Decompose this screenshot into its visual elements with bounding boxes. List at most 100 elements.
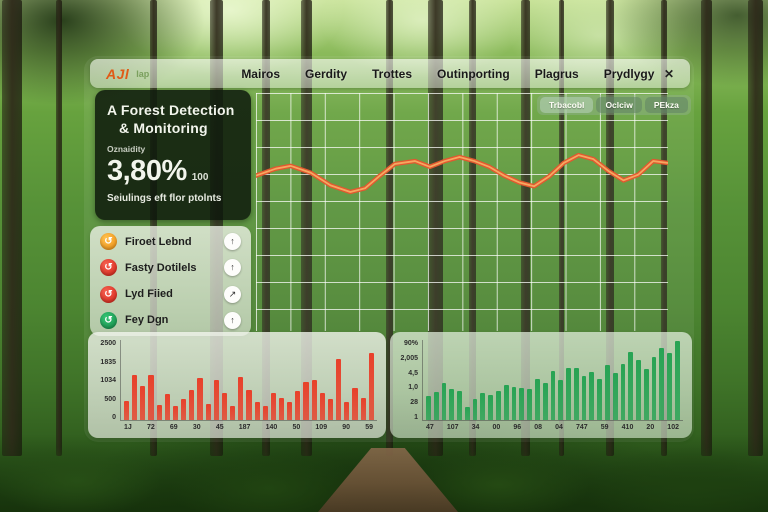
panel-title-line2: & Monitoring <box>119 120 208 137</box>
bar <box>651 357 657 420</box>
bar <box>550 370 556 420</box>
bar <box>604 365 610 420</box>
trend-line-chart <box>256 93 668 331</box>
tick-label: 04 <box>555 424 563 431</box>
app-logo-suffix: Iap <box>136 68 150 79</box>
list-item-label: Fey Dgn <box>125 314 169 327</box>
expand-arrow-button[interactable]: ↑ <box>224 259 241 277</box>
bar <box>278 397 285 420</box>
fire-incidents-bar-chart: 2500 1835 1034 500 0 1J 72 69 30 45 187 140 50 109 90… <box>88 332 386 438</box>
bar <box>246 389 252 420</box>
metric-value: 3,80% <box>107 155 187 188</box>
bar <box>433 392 439 420</box>
layers-list-panel: ↺ Firoet Lebnd ↑ ↺ Fasty Dotilels ↑ ↺ Ly… <box>90 226 251 336</box>
tree-trunk <box>701 0 712 456</box>
tick-label: 59 <box>365 424 373 431</box>
nav-item-outinporting[interactable]: Outinporting <box>437 66 510 81</box>
bar <box>148 375 154 420</box>
list-item-firoet-lebnd[interactable]: ↺ Firoet Lebnd ↑ <box>100 233 241 250</box>
bar <box>352 388 358 420</box>
top-navbar: AJl Iap Mairos Gerdity Trottes Outinport… <box>90 59 690 88</box>
bar <box>197 378 203 420</box>
tick-label: 47 <box>426 424 434 431</box>
bar <box>558 380 564 420</box>
metric-unit: 100 <box>191 172 209 184</box>
bar <box>527 389 532 420</box>
tick-label: 1034 <box>100 377 116 384</box>
tick-label: 747 <box>576 424 588 431</box>
list-item-label: Fasty Dotilels <box>125 261 197 274</box>
bar <box>230 405 236 420</box>
filter-button-1[interactable]: Trbacobl <box>540 97 594 113</box>
tick-label: 1J <box>124 424 132 431</box>
filter-button-3[interactable]: PEkza <box>644 97 688 113</box>
bar <box>542 382 548 420</box>
metric-row: 3,80% 100 <box>107 155 239 188</box>
bar <box>503 385 509 420</box>
tick-label: 34 <box>471 424 480 431</box>
tick-label: 107 <box>446 424 459 431</box>
bar <box>566 368 571 420</box>
nav-item-plagrus[interactable]: Plagrus <box>534 66 579 81</box>
tick-label: 410 <box>621 424 634 431</box>
expand-arrow-button[interactable]: ↗ <box>224 285 241 303</box>
bar <box>511 386 517 420</box>
bar <box>643 369 649 420</box>
bar <box>287 402 293 420</box>
bar <box>449 389 455 420</box>
bar <box>620 364 626 420</box>
nav-item-prydlygy[interactable]: Prydlygy <box>603 66 655 81</box>
filter-button-2[interactable]: Oclciw <box>596 97 642 113</box>
nav-item-mairos[interactable]: Mairos <box>241 66 280 81</box>
bar <box>496 390 501 420</box>
bar <box>303 381 309 420</box>
expand-arrow-button[interactable]: ↑ <box>224 233 241 250</box>
bar <box>172 405 179 420</box>
bar <box>534 378 540 420</box>
bar <box>612 373 618 420</box>
y-axis-labels: 2500 1835 1034 500 0 <box>93 340 120 421</box>
close-icon[interactable]: ✕ <box>663 66 674 81</box>
bar <box>628 352 634 420</box>
tick-label: 20 <box>646 424 655 431</box>
bar <box>573 368 579 420</box>
bar <box>336 359 342 420</box>
fire-icon: ↺ <box>100 285 117 303</box>
tick-label: 90% <box>403 340 418 347</box>
tick-label: 45 <box>215 424 224 431</box>
bar <box>426 396 431 420</box>
tick-label: 30 <box>192 424 201 431</box>
tick-label: 4,5 <box>408 369 418 377</box>
bar <box>368 352 374 420</box>
panel-title: A Forest Detection & Monitoring <box>107 101 239 137</box>
bar <box>238 376 244 420</box>
bar <box>488 394 494 420</box>
list-item-fasty-dotilels[interactable]: ↺ Fasty Dotilels ↑ <box>100 259 241 277</box>
growth-icon: ↺ <box>100 311 117 329</box>
bar <box>311 380 317 420</box>
bar <box>164 394 170 420</box>
bar <box>124 400 130 420</box>
forest-land-icon: ↺ <box>100 233 117 250</box>
list-item-lyd-fiied[interactable]: ↺ Lyd Fiied ↗ <box>100 285 241 303</box>
bar <box>156 404 162 420</box>
nav-item-trottes[interactable]: Trottes <box>372 66 413 81</box>
tick-label: 1835 <box>100 358 116 366</box>
tick-label: 1,0 <box>408 384 418 392</box>
bar <box>360 397 366 420</box>
bar <box>581 376 587 420</box>
bar <box>441 382 447 420</box>
tick-label: 00 <box>492 424 501 431</box>
expand-arrow-button[interactable]: ↑ <box>224 311 241 329</box>
nav-item-gerdity[interactable]: Gerdity <box>305 66 348 81</box>
list-item-fey-dgn[interactable]: ↺ Fey Dgn ↑ <box>100 311 241 329</box>
tree-trunk <box>748 0 763 456</box>
tick-label: 2,005 <box>400 354 418 362</box>
bar-plot-area <box>120 340 377 421</box>
bar <box>597 378 602 420</box>
tick-label: 109 <box>315 424 328 431</box>
app-logo: AJl <box>106 65 130 82</box>
y-axis-labels: 90% 2,005 4,5 1,0 28 1 <box>395 340 422 421</box>
growth-bar-chart: 90% 2,005 4,5 1,0 28 1 47 107 34 00 96 08 04 747 59 41… <box>390 332 692 438</box>
bar <box>457 390 462 420</box>
